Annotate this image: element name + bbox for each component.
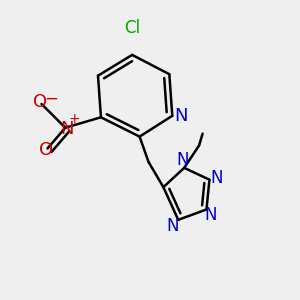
Text: −: − [44, 90, 58, 108]
Text: O: O [33, 93, 47, 111]
Text: N: N [176, 152, 189, 169]
Text: N: N [60, 120, 74, 138]
Text: N: N [205, 206, 217, 224]
Text: N: N [174, 107, 188, 125]
Text: Cl: Cl [124, 19, 140, 37]
Text: O: O [39, 141, 53, 159]
Text: N: N [166, 217, 178, 235]
Text: N: N [211, 169, 223, 187]
Text: +: + [69, 112, 81, 126]
